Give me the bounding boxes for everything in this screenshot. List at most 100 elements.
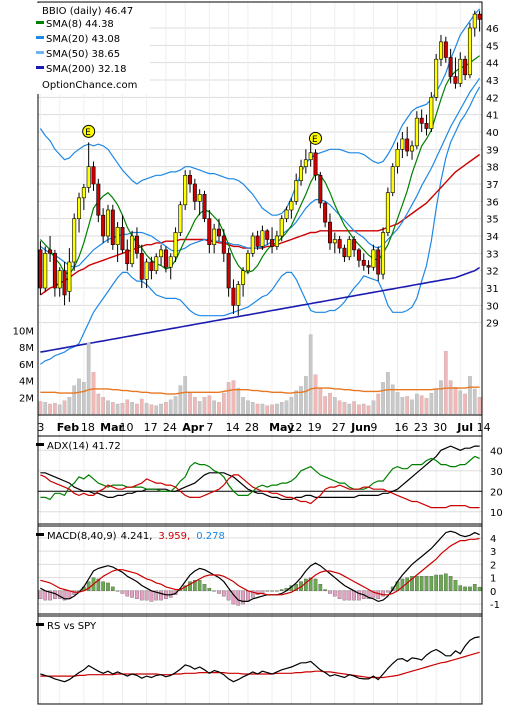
macd-histogram-bar [72,590,77,595]
macd-histogram-bar [439,574,443,591]
volume-tick-label: 6M [19,360,34,371]
macd-histogram-bar [43,590,48,601]
volume-bar [77,378,81,415]
macd-histogram-bar [458,585,463,591]
price-tick-label: 41 [486,111,499,122]
macd-histogram-bar [139,590,144,601]
candle-body [284,209,289,219]
candle-body [236,284,241,306]
volume-bar [72,385,77,415]
volume-bar [352,401,356,415]
macd-histogram-bar [275,590,279,592]
macd-histogram-bar [463,586,467,591]
volume-bar [164,402,168,415]
volume-bar [371,400,376,415]
volume-bar [101,397,105,415]
candle-body [385,192,390,233]
volume-bar [275,403,279,415]
volume-bar [120,402,125,415]
candle-body [57,270,62,289]
volume-bar [395,392,400,415]
candle-body [400,138,405,150]
volume-bar [217,402,221,415]
candle-body [96,183,101,216]
macd-histogram-bar [149,590,154,602]
candle-body [453,76,458,84]
volume-bar [255,403,260,415]
macd-histogram-bar [217,590,221,594]
volume-bar [439,380,443,415]
candle-body [472,13,477,29]
volume-bar [347,403,352,415]
plus_di-line [40,455,480,501]
x-tick-label: 27 [332,421,346,434]
candle-body [308,152,313,161]
volume-bar [236,387,241,415]
candle-body [458,58,463,84]
volume-bar [424,397,429,415]
volume-bar [173,396,178,415]
volume-bar [193,397,197,415]
legend-background [32,3,150,94]
price-tick-label: 44 [486,59,499,70]
macd-label-name: MACD(8,40,9) [47,531,117,542]
x-tick-label: Mar [100,421,124,434]
macd-histogram-bar [197,580,202,591]
volume-bar [458,390,463,415]
macd-histogram-bar [400,578,405,591]
candle-body [381,232,386,275]
macd-line [40,530,480,603]
volume-bar [231,380,236,415]
macd-legend-swatch [36,533,44,536]
price-legend: BBIO (daily) 46.47 SMA(8) 44.38 SMA(20) … [32,3,150,94]
volume-bar [366,405,371,415]
candle-body [192,183,197,202]
volume-bar [410,399,414,415]
macd-histogram-bar [366,590,371,599]
candle-body [250,235,255,254]
adx-tick-label: 40 [490,446,503,457]
volume-bar [183,376,188,415]
candle-body [207,218,212,245]
x-tick-label: 28 [245,421,259,434]
rs-average-line [40,651,480,679]
candle-body [91,166,96,185]
macd-histogram-bar [221,590,226,597]
macd-histogram-bar [424,576,429,591]
sma50-line [39,153,481,296]
price-tick-label: 37 [486,180,499,191]
macd-histogram-bar [376,590,381,599]
macd-histogram-bar [101,581,105,591]
candle-body [342,247,347,258]
volume-bar [265,405,270,415]
macd-histogram-bar [38,590,43,599]
macd-histogram-bar [226,590,231,601]
candle-body [67,261,72,292]
legend-swatch-sma8 [36,21,44,24]
rs-panel [40,636,480,683]
volume-bar [91,372,96,415]
macd-histogram-bar [419,576,424,591]
candle-body [245,253,250,271]
candle-body [231,287,236,306]
macd-histogram-bar [332,590,337,597]
x-tick-label: Feb [57,421,80,434]
macd-histogram-bar [347,590,352,601]
candle-body [429,97,434,129]
chart-title: BBIO (daily) 46.47 [42,6,133,17]
macd-histogram-bar [159,590,163,601]
macd-histogram-bar [207,588,212,591]
candle-body [115,227,120,245]
macd-histogram-bar [453,580,458,591]
candle-body [410,145,415,152]
volume-bar [453,387,458,415]
macd-histogram-bar [120,590,125,594]
volume-tick-label: 10M [13,326,34,337]
macd-histogram-bar [270,590,274,592]
candle-body [443,41,448,58]
lower-band-line [40,86,481,365]
macd-histogram-bar [477,586,482,591]
volume-bar [270,404,274,415]
volume-bar [221,392,226,415]
volume-bar [82,382,86,415]
